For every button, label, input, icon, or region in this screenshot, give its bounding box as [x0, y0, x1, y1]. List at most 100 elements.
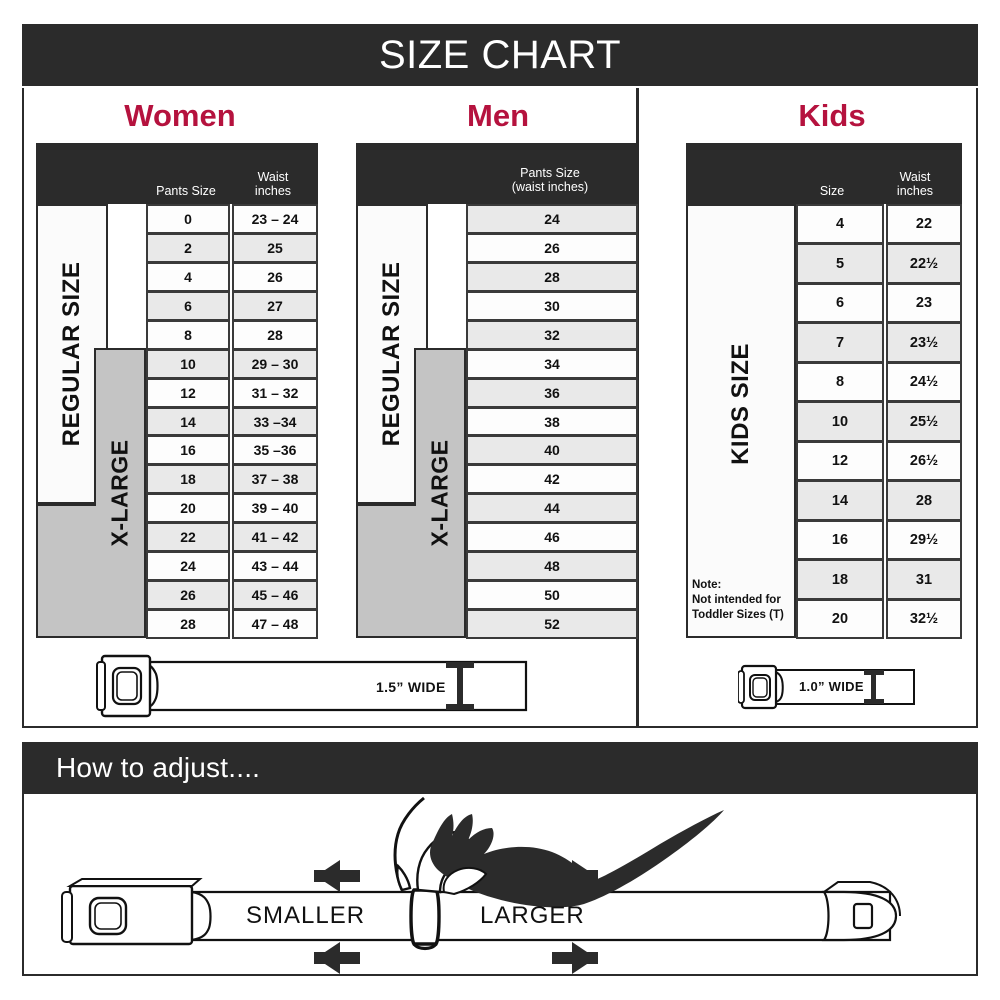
belt-adjust-illustration — [61, 796, 901, 974]
kids-cell-size-3: 7 — [796, 322, 884, 363]
men-cell-size-10: 44 — [466, 493, 638, 523]
women-col-header-pants-size: Pants Size — [156, 184, 216, 198]
kids-col-header-waist: Waist inches — [874, 170, 956, 198]
kids-note-line3: Toddler Sizes (T) — [692, 609, 784, 621]
women-col-header-waist-line1: Waist — [257, 170, 289, 184]
men-col-header-line2: (waist inches) — [511, 180, 589, 194]
women-cell-size-2: 4 — [146, 262, 230, 292]
kids-cell-waist-6: 26½ — [886, 441, 962, 481]
page-title: SIZE CHART — [378, 32, 622, 77]
kids-cell-size-4: 8 — [796, 362, 884, 402]
kids-cell-waist-9: 31 — [886, 559, 962, 600]
kids-cell-size-0: 4 — [796, 204, 884, 244]
arrow-right-lower — [552, 942, 598, 974]
page-title-bar: SIZE CHART — [22, 24, 978, 86]
men-cell-size-5: 34 — [466, 349, 638, 379]
men-cell-size-13: 50 — [466, 580, 638, 610]
women-cell-waist-14: 47 – 48 — [232, 609, 318, 639]
men-cell-size-8: 40 — [466, 435, 638, 465]
kids-cell-waist-4: 24½ — [886, 362, 962, 402]
men-table-header-bar: Pants Size (waist inches) — [356, 143, 638, 204]
women-cell-size-11: 22 — [146, 522, 230, 552]
kids-cell-size-10: 20 — [796, 599, 884, 639]
kids-col-header-waist-line1: Waist — [899, 170, 931, 184]
kids-cell-waist-2: 23 — [886, 283, 962, 323]
men-group-xlarge: X-LARGE — [414, 348, 466, 638]
women-group-xlarge: X-LARGE — [94, 348, 146, 638]
women-cell-waist-5: 29 – 30 — [232, 349, 318, 379]
women-cell-size-5: 10 — [146, 349, 230, 379]
kids-cell-size-7: 14 — [796, 480, 884, 521]
kids-group-size-label: KIDS SIZE — [727, 342, 754, 465]
women-cell-size-9: 18 — [146, 464, 230, 494]
arrow-right-upper — [552, 860, 598, 892]
women-cell-size-6: 12 — [146, 378, 230, 408]
men-cell-size-12: 48 — [466, 551, 638, 581]
kids-cell-size-6: 12 — [796, 441, 884, 481]
men-group-regular-size-label: REGULAR SIZE — [378, 261, 405, 447]
men-cell-size-3: 30 — [466, 291, 638, 321]
kids-col-header-size: Size — [819, 184, 845, 198]
women-cell-size-7: 14 — [146, 407, 230, 436]
women-group-xlarge-label: X-LARGE — [106, 439, 133, 547]
kids-note-line1: Note: — [692, 579, 722, 591]
men-cell-size-14: 52 — [466, 609, 638, 639]
adjust-label-larger: LARGER — [480, 902, 585, 929]
kids-col-header-waist-line2: inches — [896, 184, 934, 198]
arrow-left-lower — [314, 942, 360, 974]
women-cell-waist-9: 37 – 38 — [232, 464, 318, 494]
section-title-kids: Kids — [798, 98, 866, 133]
how-to-adjust-header: How to adjust.... — [22, 742, 978, 794]
women-cell-waist-1: 25 — [232, 233, 318, 263]
adjust-label-smaller: SMALLER — [246, 902, 366, 929]
kids-cell-waist-1: 22½ — [886, 243, 962, 284]
kids-cell-size-2: 6 — [796, 283, 884, 323]
women-cell-size-4: 8 — [146, 320, 230, 350]
men-cell-size-0: 24 — [466, 204, 638, 234]
belt-illustration-kids — [738, 664, 915, 710]
kids-cell-waist-7: 28 — [886, 480, 962, 521]
kids-group-size: KIDS SIZE — [686, 204, 796, 638]
men-cell-size-2: 28 — [466, 262, 638, 292]
women-cell-waist-8: 35 –36 — [232, 435, 318, 465]
women-group-xlarge-extension — [36, 504, 96, 638]
women-col-header-waist: Waist inches — [232, 170, 314, 198]
kids-cell-size-1: 5 — [796, 243, 884, 284]
women-cell-waist-11: 41 – 42 — [232, 522, 318, 552]
section-title-men: Men — [467, 98, 529, 133]
kids-cell-size-9: 18 — [796, 559, 884, 600]
kids-cell-size-5: 10 — [796, 401, 884, 442]
women-cell-waist-7: 33 –34 — [232, 407, 318, 436]
women-cell-size-12: 24 — [146, 551, 230, 581]
men-cell-size-1: 26 — [466, 233, 638, 263]
women-cell-size-13: 26 — [146, 580, 230, 610]
women-cell-waist-0: 23 – 24 — [232, 204, 318, 234]
women-cell-waist-13: 45 – 46 — [232, 580, 318, 610]
men-col-header-pants-size: Pants Size (waist inches) — [466, 166, 634, 194]
how-to-adjust-heading: How to adjust.... — [56, 752, 261, 783]
section-title-women: Women — [124, 98, 236, 133]
women-cell-size-1: 2 — [146, 233, 230, 263]
men-cell-size-11: 46 — [466, 522, 638, 552]
women-cell-waist-4: 28 — [232, 320, 318, 350]
kids-cell-size-8: 16 — [796, 520, 884, 560]
kids-cell-waist-0: 22 — [886, 204, 962, 244]
arrow-left-upper — [314, 860, 360, 892]
kids-cell-waist-8: 29½ — [886, 520, 962, 560]
women-cell-size-3: 6 — [146, 291, 230, 321]
women-cell-waist-6: 31 – 32 — [232, 378, 318, 408]
women-col-header-waist-line2: inches — [254, 184, 292, 198]
women-cell-size-8: 16 — [146, 435, 230, 465]
belt-width-label-adult: 1.5” WIDE — [376, 679, 446, 695]
kids-cell-waist-10: 32½ — [886, 599, 962, 639]
women-cell-size-14: 28 — [146, 609, 230, 639]
belt-illustration-adult — [96, 654, 528, 718]
men-group-xlarge-extension — [356, 504, 416, 638]
men-cell-size-9: 42 — [466, 464, 638, 494]
women-cell-waist-3: 27 — [232, 291, 318, 321]
women-cell-waist-12: 43 – 44 — [232, 551, 318, 581]
kids-cell-waist-5: 25½ — [886, 401, 962, 442]
men-cell-size-6: 36 — [466, 378, 638, 408]
kids-table-header-bar: Size Waist inches — [686, 143, 962, 204]
